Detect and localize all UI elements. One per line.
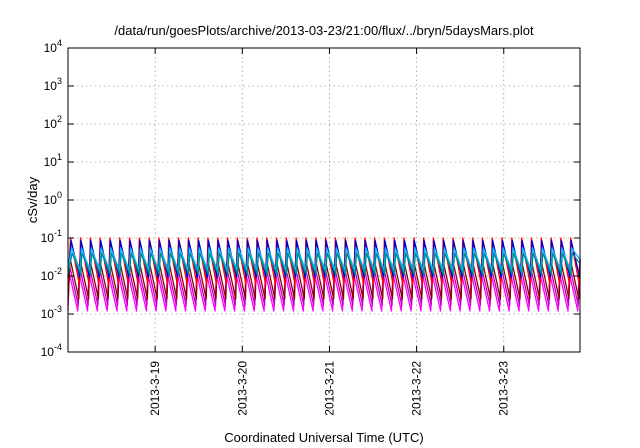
- y-tick-label: 10-2: [41, 266, 62, 283]
- x-tick-label: 2013-3-20: [235, 361, 249, 416]
- series-line: [67, 252, 581, 276]
- y-tick-label: 10-3: [41, 304, 62, 321]
- x-tick-label: 2013-3-23: [497, 361, 511, 416]
- x-axis-label: Coordinated Universal Time (UTC): [224, 430, 423, 445]
- y-tick-label: 104: [44, 38, 62, 55]
- y-tick-label: 10-1: [41, 228, 62, 245]
- y-tick-label: 102: [44, 114, 62, 131]
- x-tick-label: 2013-3-21: [322, 361, 336, 416]
- axis-ticks: 10-4 10-3 10-2 10-1 100 101 102 103 104 2013-3-19…: [41, 38, 580, 416]
- series-line: [67, 247, 581, 272]
- x-tick-label: 2013-3-19: [148, 361, 162, 416]
- data-series: [67, 237, 581, 312]
- y-tick-label: 10-4: [41, 342, 62, 359]
- chart-title: /data/run/goesPlots/archive/2013-03-23/2…: [114, 23, 534, 38]
- y-tick-label: 103: [44, 76, 62, 93]
- y-tick-label: 100: [44, 190, 62, 207]
- x-tick-label: 2013-3-22: [410, 361, 424, 416]
- y-axis-label: cSv/day: [25, 176, 40, 223]
- y-tick-label: 101: [44, 152, 62, 169]
